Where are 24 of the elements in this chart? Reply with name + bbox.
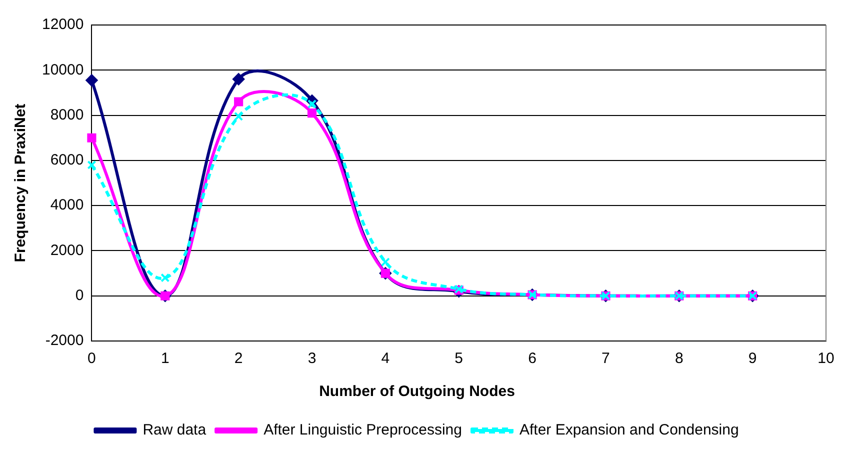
y-axis-title: Frequency in PraxiNet bbox=[12, 104, 30, 262]
x-tick-label: 8 bbox=[674, 350, 684, 368]
legend-label: After Expansion and Condensing bbox=[519, 422, 739, 439]
y-tick-label: 10000 bbox=[42, 61, 84, 78]
x-axis-title: Number of Outgoing Nodes bbox=[319, 383, 515, 400]
x-tick-label: 5 bbox=[454, 350, 464, 368]
x-tick-label: 4 bbox=[381, 350, 390, 368]
y-tick-label: 12000 bbox=[42, 16, 84, 34]
y-tick-label: 2000 bbox=[50, 242, 84, 259]
x-tick-label: 0 bbox=[88, 350, 96, 368]
y-tick-label: 8000 bbox=[50, 106, 84, 124]
legend-label: Raw data bbox=[142, 422, 207, 439]
x-tick-label: 7 bbox=[602, 350, 610, 368]
x-tick-label: 1 bbox=[160, 350, 170, 368]
y-tick-label: -2000 bbox=[45, 332, 84, 350]
x-tick-label: 10 bbox=[818, 350, 834, 368]
x-tick-label: 2 bbox=[234, 350, 243, 368]
x-tick-label: 9 bbox=[748, 350, 757, 368]
y-tick-label: 4000 bbox=[50, 196, 84, 214]
y-tick-label: 6000 bbox=[50, 152, 84, 169]
y-tick-label: 0 bbox=[75, 287, 84, 304]
x-tick-label: 3 bbox=[308, 350, 316, 368]
x-tick-label: 6 bbox=[528, 350, 536, 368]
legend-label: After Linguistic Preprocessing bbox=[264, 422, 462, 439]
